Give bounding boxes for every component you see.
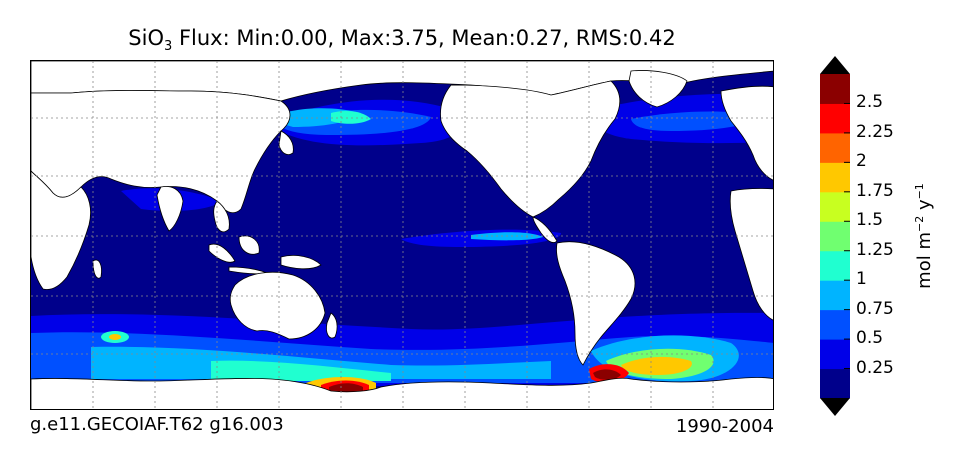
- colorbar-tick-label: 1.25: [856, 239, 894, 260]
- africa-east: [729, 188, 773, 321]
- north-america: [440, 80, 621, 218]
- weddell-hotspot-5: [593, 369, 621, 380]
- colorbar-tick-label: 1.75: [856, 180, 894, 201]
- colorbar: [820, 56, 850, 416]
- colorbar-tick-label: 2: [856, 151, 867, 172]
- sumatra: [208, 243, 236, 263]
- units-exponent-2: −1: [913, 183, 926, 200]
- time-period: 1990-2004: [675, 416, 774, 437]
- madagascar: [92, 259, 102, 279]
- colorbar-segment: [820, 280, 850, 311]
- map-title: SiO3 Flux: Min:0.00, Max:3.75, Mean:0.27…: [30, 26, 774, 54]
- colorbar-segment: [820, 250, 850, 281]
- colorbar-tick-label: 1.5: [856, 210, 884, 231]
- colorbar-tick-label: 0.25: [856, 357, 894, 378]
- indochina: [213, 200, 230, 233]
- europe-east: [720, 85, 773, 181]
- colorbar-segment: [820, 221, 850, 252]
- japan: [278, 130, 294, 155]
- title-species: SiO: [128, 26, 164, 50]
- weddell-hotspot-3: [621, 356, 692, 375]
- run-identifier: g.e11.GECOIAF.T62 g16.003: [30, 414, 284, 435]
- map-panel: [30, 60, 774, 410]
- new-guinea: [280, 255, 322, 270]
- colorbar-segment: [820, 103, 850, 134]
- graticule: [31, 61, 773, 409]
- colorbar-segment: [820, 74, 850, 104]
- colorbar-segment: [820, 191, 850, 222]
- india: [156, 186, 184, 232]
- south-america: [556, 241, 636, 366]
- colorbar-tick-label: 1: [856, 269, 867, 290]
- colorbar-segment: [820, 132, 850, 163]
- bering-teal: [331, 111, 371, 124]
- colorbar-segment: [820, 309, 850, 340]
- flux-map: [31, 61, 773, 409]
- colorbar-segment: [820, 368, 850, 399]
- colorbar-under-triangle: [820, 398, 850, 416]
- colorbar-segments: [820, 74, 850, 399]
- colorbar-tick-label: 0.5: [856, 328, 884, 349]
- greenland: [628, 70, 688, 108]
- colorbar-ticks: [844, 102, 850, 370]
- new-zealand: [326, 312, 338, 339]
- indian-ocean-spot-core: [109, 334, 121, 340]
- southern-ocean-band-high: [91, 346, 551, 379]
- colorbar-segment: [820, 162, 850, 193]
- southern-ocean-band-teal: [211, 360, 391, 381]
- colorbar-tick-label: 2.25: [856, 121, 894, 142]
- colorbar-segment: [820, 339, 850, 370]
- africa-west: [31, 170, 91, 290]
- colorbar-tick-label: 2.5: [856, 92, 884, 113]
- land: [31, 61, 773, 409]
- australia: [229, 271, 326, 340]
- colorbar-units: mol m−2 y−1: [913, 183, 935, 289]
- antarctica: [31, 377, 773, 409]
- units-base: mol m: [914, 232, 935, 289]
- units-exponent-1: −2: [913, 215, 926, 232]
- borneo: [238, 235, 260, 255]
- colorbar-over-triangle: [820, 56, 850, 74]
- colorbar-tick-label: 0.75: [856, 298, 894, 319]
- title-species-subscript: 3: [164, 39, 173, 55]
- title-stats: Flux: Min:0.00, Max:3.75, Mean:0.27, RMS…: [172, 26, 676, 50]
- units-mid: y: [914, 199, 935, 216]
